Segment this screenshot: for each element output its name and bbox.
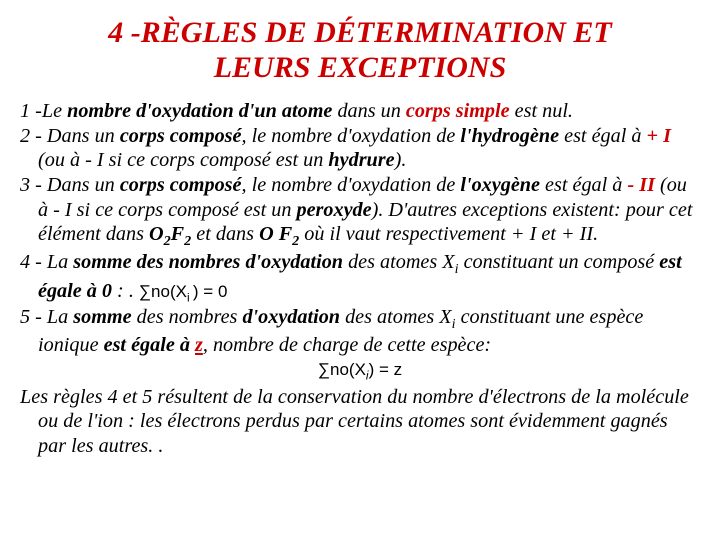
text: (ou à - I si ce corps composé est un — [38, 149, 328, 171]
text: , nombre de charge de cette espèce: — [203, 334, 491, 356]
equation-inline: ∑no(Xi ) = 0 — [139, 282, 227, 301]
slide-body: 1 -Le nombre d'oxydation d'un atome dans… — [20, 99, 700, 458]
text: 3 - Dans un — [20, 174, 120, 196]
rule-3: 3 - Dans un corps composé, le nombre d'o… — [38, 173, 700, 251]
formula: O2F2 — [149, 223, 191, 245]
text-accent: corps simple — [406, 100, 510, 122]
rule-4: 4 - La somme des nombres d'oxydation des… — [38, 250, 700, 304]
text: ). — [395, 149, 407, 171]
text-accent: - II — [627, 174, 654, 196]
text-bold: d' — [242, 306, 258, 328]
text-accent-z: z — [195, 334, 203, 356]
text: des atomes X — [343, 251, 455, 273]
text: où il vaut respectivement + I et + II. — [299, 223, 598, 245]
text: 4 - La — [20, 251, 73, 273]
text-bold: hydrure — [328, 149, 394, 171]
t: O F — [259, 223, 292, 245]
slide: 4 -RÈGLES DE DÉTERMINATION ET LEURS EXCE… — [0, 0, 720, 540]
text: constituant un composé — [459, 251, 660, 273]
text: est nul. — [510, 100, 573, 122]
rule-2: 2 - Dans un corps composé, le nombre d'o… — [38, 124, 700, 173]
text-bold: peroxyde — [296, 199, 371, 221]
text-bold: l'oxygène — [460, 174, 540, 196]
text: : . — [112, 280, 139, 302]
text-bold: corps composé — [120, 174, 242, 196]
text: est égal à — [559, 125, 646, 147]
sub: 2 — [164, 233, 171, 249]
rule-5: 5 - La somme des nombres d'oxydation des… — [38, 305, 700, 358]
text-bold: est égale à — [104, 334, 195, 356]
rule-1: 1 -Le nombre d'oxydation d'un atome dans… — [38, 99, 700, 124]
text: 5 - La — [20, 306, 73, 328]
t: O — [149, 223, 164, 245]
t: ∑no(X — [318, 360, 366, 379]
t: ) = 0 — [193, 282, 228, 301]
text-bold: somme — [73, 251, 131, 273]
text-bold: des nombres d'oxydation — [132, 251, 343, 273]
text: des atomes X — [340, 306, 452, 328]
text: et dans — [191, 223, 259, 245]
formula: O F2 — [259, 223, 299, 245]
t: F — [171, 223, 184, 245]
text: des nombres — [132, 306, 243, 328]
conclusion-text: Les règles 4 et 5 résultent de la conser… — [38, 385, 700, 459]
equation-centered: ∑no(Xi) = z — [20, 360, 700, 383]
text: , le nombre d'oxydation de — [242, 125, 461, 147]
text: dans un — [332, 100, 405, 122]
t: ) = z — [369, 360, 403, 379]
t: ∑no(X — [139, 282, 187, 301]
text-bold: nombre d'oxydation d'un atome — [67, 100, 332, 122]
text-bold: corps composé — [120, 125, 242, 147]
slide-title: 4 -RÈGLES DE DÉTERMINATION ET LEURS EXCE… — [60, 16, 660, 85]
text-accent: + I — [647, 125, 671, 147]
text: , le nombre d'oxydation de — [242, 174, 461, 196]
text-bold: l'hydrogène — [460, 125, 559, 147]
text: 1 -Le — [20, 100, 67, 122]
text: 2 - Dans un — [20, 125, 120, 147]
text-bold: oxydation — [258, 306, 340, 328]
text-bold: somme — [73, 306, 131, 328]
text: est égal à — [540, 174, 627, 196]
